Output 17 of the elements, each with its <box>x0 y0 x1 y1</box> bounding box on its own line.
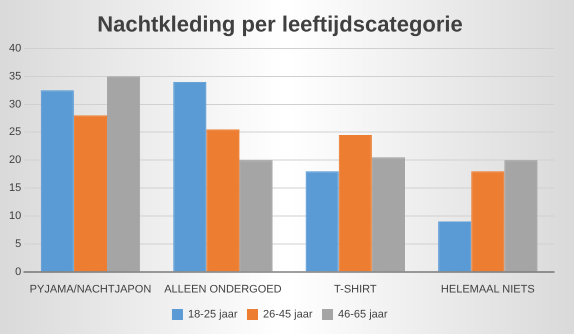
y-tick-label: 10 <box>8 210 22 222</box>
x-tick-label: T-SHIRT <box>334 283 377 296</box>
y-tick-label: 0 <box>15 266 22 278</box>
legend-label: 26-45 jaar <box>262 308 313 321</box>
y-tick-label: 25 <box>8 126 22 138</box>
legend-label: 46-65 jaar <box>338 308 388 321</box>
y-tick-label: 5 <box>15 238 22 250</box>
y-tick-label: 20 <box>8 154 22 166</box>
y-tick-label: 35 <box>8 70 22 82</box>
chart-title: Nachtkleding per leeftijdscategorie <box>97 11 463 36</box>
x-tick-label: ALLEEN ONDERGOED <box>164 283 282 296</box>
legend-label: 18-25 jaar <box>188 308 238 321</box>
y-tick-label: 15 <box>8 182 22 194</box>
x-tick-label: HELEMAAL NIETS <box>440 283 535 296</box>
y-tick-label: 30 <box>8 98 22 110</box>
y-tick-label: 40 <box>8 42 22 54</box>
x-tick-label: PYJAMA/NACHTJAPON <box>30 283 152 296</box>
